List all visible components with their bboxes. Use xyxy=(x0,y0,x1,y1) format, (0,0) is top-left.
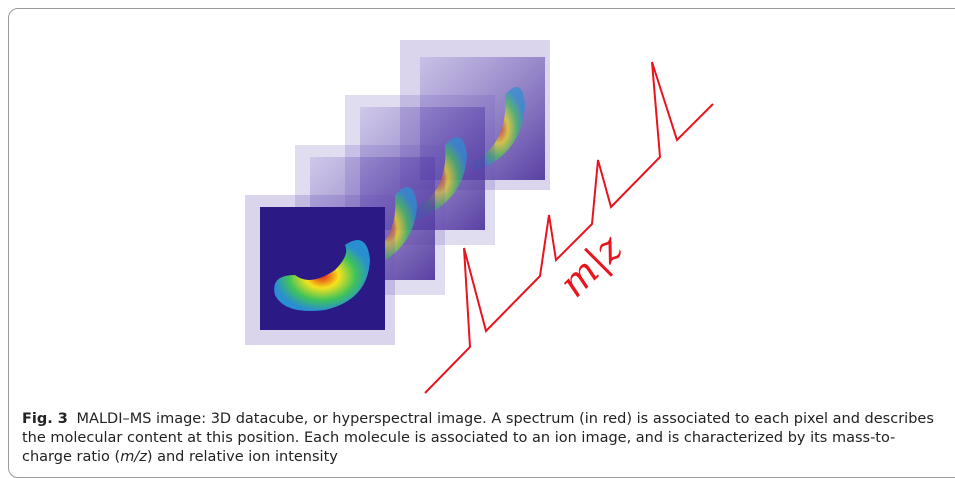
caption-text: ) and relative ion intensity xyxy=(147,449,338,465)
figure-caption: Fig. 3 MALDI–MS image: 3D datacube, or h… xyxy=(22,410,942,467)
page: Figure {"figure": { "axis_label": "m|z",… xyxy=(0,0,955,465)
page-body: m|z Fig. 3 MALDI–MS image: 3D datacube, … xyxy=(0,0,955,465)
axis-label: m|z xyxy=(551,225,631,305)
figure-image: m|z xyxy=(0,0,955,405)
datacube-slices xyxy=(245,40,550,345)
caption-italic: m/z xyxy=(120,449,147,465)
caption-label: Fig. 3 xyxy=(22,411,68,427)
